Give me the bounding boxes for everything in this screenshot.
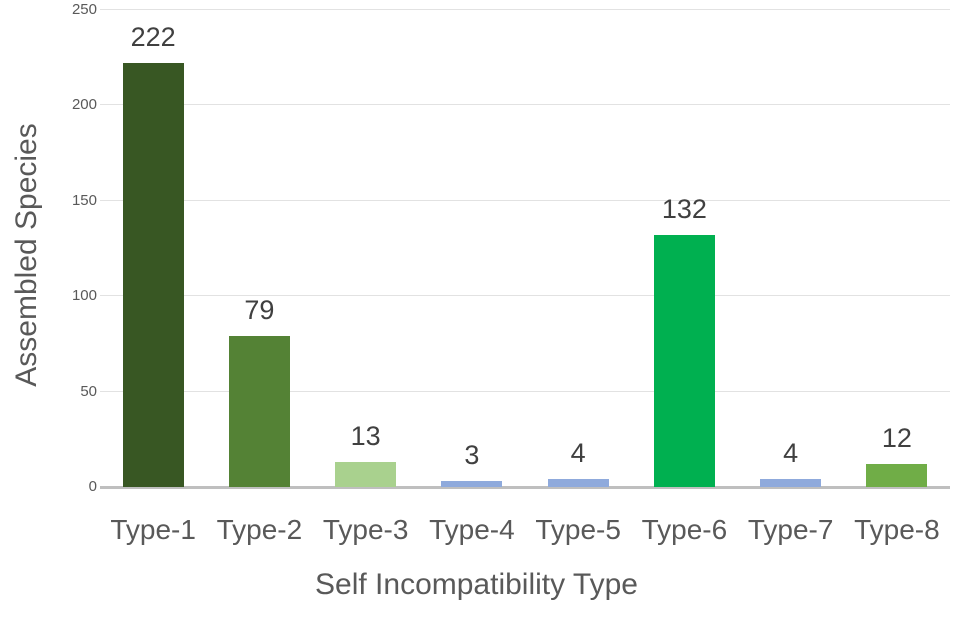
- value-label-type-8: 12: [881, 423, 912, 454]
- bar-type-3: [335, 462, 397, 487]
- value-label-type-5: 4: [570, 438, 586, 469]
- y-tick-label-100: 100: [71, 287, 97, 305]
- bar-type-8: [866, 464, 928, 487]
- x-category-label-type-2: Type-2: [216, 514, 303, 545]
- gridline-50: [100, 390, 950, 392]
- x-category-label-type-8: Type-8: [854, 514, 940, 545]
- value-label-type-2: 79: [244, 295, 275, 326]
- x-category-label-type-4: Type-4: [429, 514, 515, 545]
- bar-type-7: [760, 479, 822, 487]
- gridline-100: [100, 295, 950, 297]
- y-tick-label-250: 250: [71, 1, 97, 18]
- y-tick-label-50: 50: [80, 382, 97, 400]
- gridline-150: [100, 199, 950, 201]
- value-label-type-3: 13: [350, 421, 381, 452]
- plot-area: 222 79 13 3 4 132 4 12: [100, 9, 950, 489]
- x-axis-title: Self Incompatibility Type: [315, 568, 638, 601]
- bar-type-1: [122, 63, 184, 487]
- x-category-label-type-1: Type-1: [110, 514, 196, 545]
- y-tick-label-0: 0: [88, 478, 97, 495]
- bar-type-5: [547, 479, 609, 487]
- value-label-type-1: 222: [130, 22, 176, 53]
- bar-type-6: [653, 235, 715, 487]
- value-label-type-6: 132: [661, 194, 707, 225]
- x-category-label-type-3: Type-3: [322, 514, 409, 545]
- gridline-200: [100, 104, 950, 106]
- x-category-label-type-6: Type-6: [641, 514, 728, 545]
- x-category-label-type-7: Type-7: [747, 514, 834, 545]
- y-axis-title: Assembled Species: [10, 123, 43, 387]
- value-label-type-7: 4: [783, 438, 799, 469]
- y-tick-label-200: 200: [71, 96, 97, 114]
- y-tick-label-150: 150: [71, 191, 97, 209]
- x-category-label-type-5: Type-5: [535, 514, 621, 545]
- gridline-250: [100, 9, 950, 10]
- x-axis-line: [100, 486, 950, 489]
- value-label-type-4: 3: [464, 440, 480, 471]
- bar-type-4: [441, 481, 503, 487]
- bar-type-2: [228, 336, 290, 487]
